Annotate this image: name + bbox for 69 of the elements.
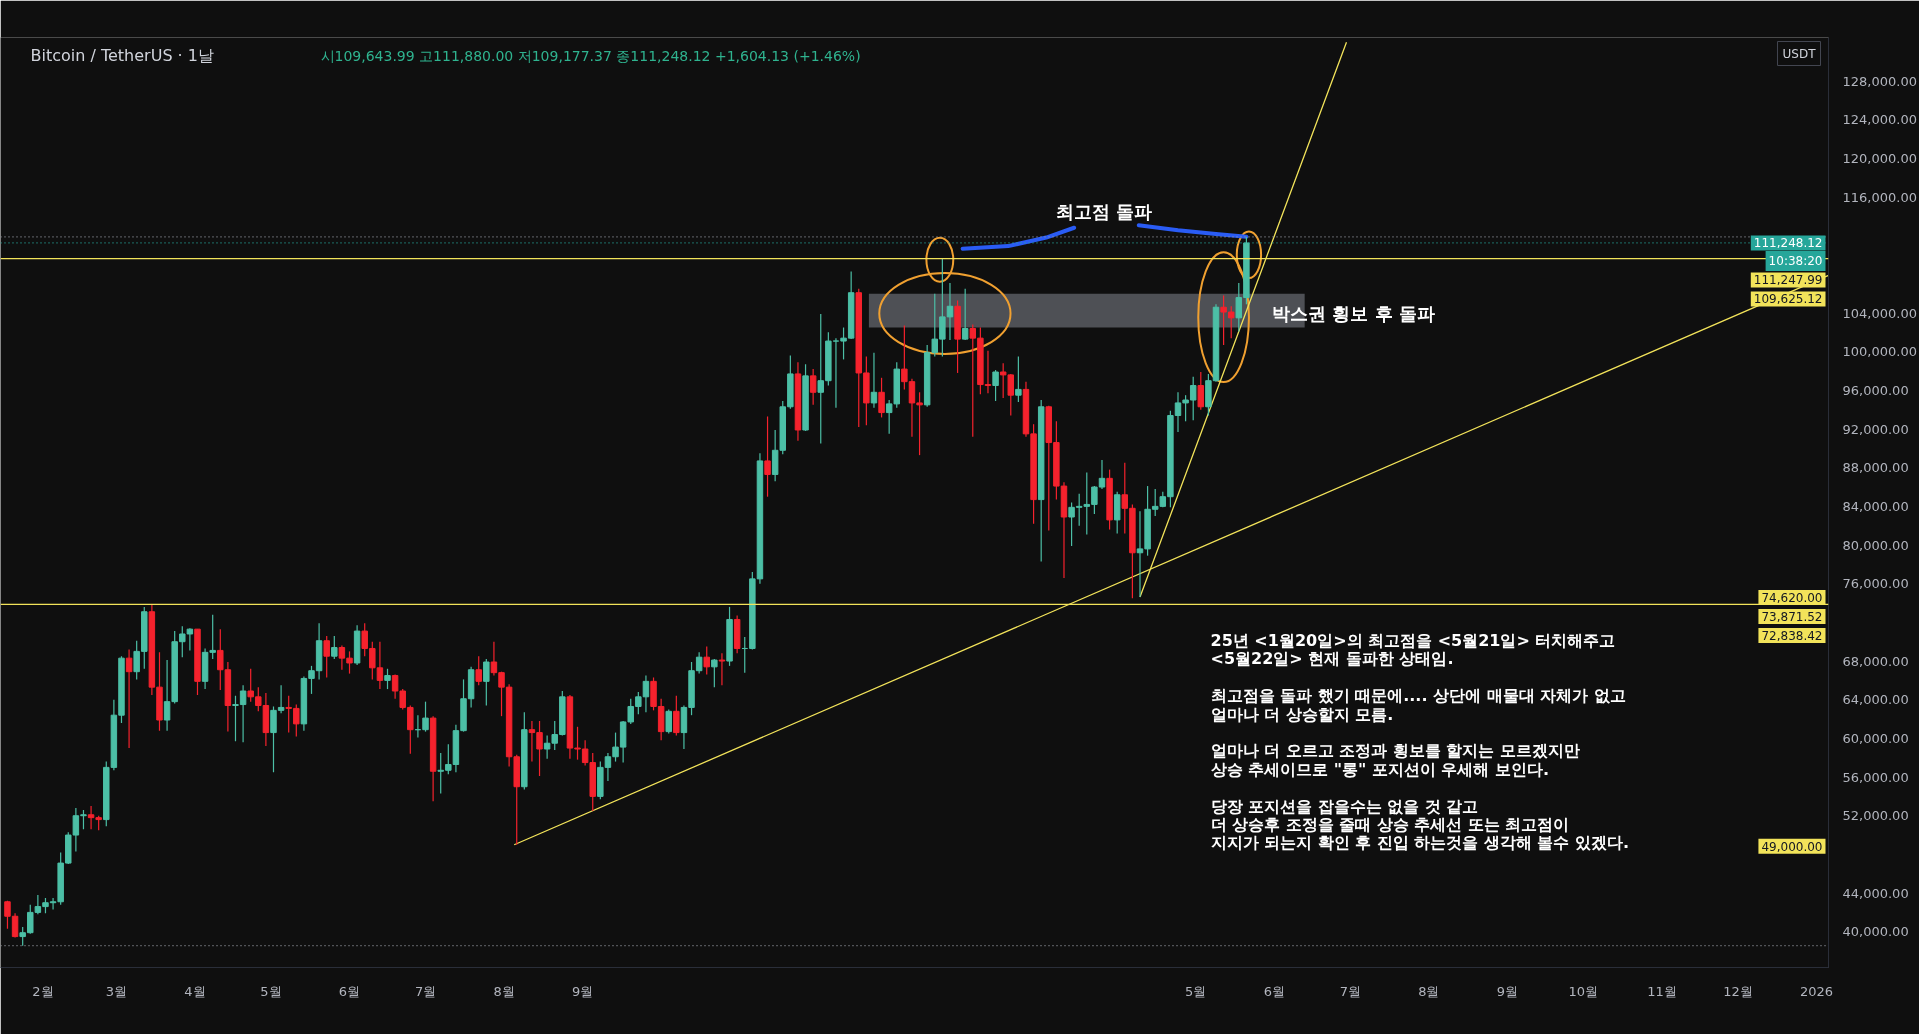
y-tick-label: 68,000.00	[1842, 653, 1909, 669]
annotation: 74,620.00	[1761, 591, 1823, 605]
y-tick-label: 60,000.00	[1842, 730, 1909, 746]
y-tick-label: 44,000.00	[1842, 885, 1909, 901]
candlestick	[809, 368, 817, 406]
x-tick-label: 9월	[571, 983, 594, 999]
y-tick-label: 128,000.00	[1842, 73, 1917, 89]
candlestick	[384, 668, 391, 690]
annotation: 72,838.42	[1761, 629, 1823, 643]
ref-line-label: 111,248.12 10:38:20	[1753, 236, 1823, 268]
ref-line-label: 109,625.12	[1753, 292, 1823, 307]
x-tick-label: 6월	[338, 983, 361, 999]
candlestick	[642, 674, 650, 713]
candlestick	[1197, 371, 1205, 411]
x-tick-label: 6월	[1263, 983, 1285, 999]
y-tick-label: 52,000.00	[1842, 808, 1909, 824]
candlestick	[703, 645, 710, 676]
y-tick-label: 84,000.00	[1842, 498, 1909, 514]
y-tick-label: 92,000.00	[1842, 421, 1909, 437]
ref-line-label: 73,871.52	[1761, 610, 1823, 624]
x-tick-label: 5월	[260, 983, 282, 999]
candlestick	[1015, 355, 1022, 403]
candlestick	[475, 655, 482, 686]
candlestick	[992, 369, 999, 402]
candlestick	[331, 635, 338, 660]
candlestick	[870, 352, 878, 409]
candlestick	[483, 658, 490, 707]
candlestick	[323, 635, 330, 679]
x-tick-label: 4월	[184, 983, 206, 999]
x-tick-label: 9월	[1496, 983, 1519, 999]
candlestick	[718, 652, 726, 686]
candlestick	[125, 648, 133, 749]
x-tick-label: 10월	[1568, 983, 1599, 999]
annotation: 49,000.00	[1761, 839, 1823, 854]
y-tick-label: 64,000.00	[1842, 692, 1909, 708]
candlestick	[878, 377, 885, 419]
y-tick-label: 100,000.00	[1842, 344, 1917, 360]
x-tick-label: 7월	[1339, 983, 1361, 999]
y-tick-label: 96,000.00	[1842, 382, 1909, 398]
y-tick-label: 80,000.00	[1842, 537, 1909, 553]
annotation: 최고점 돌파	[1055, 200, 1152, 222]
y-tick-label: 120,000.00	[1842, 150, 1917, 166]
y-axis-title: USDT	[1782, 46, 1817, 61]
annotation: 111,247.99	[1753, 273, 1823, 288]
y-tick-label: 40,000.00	[1842, 924, 1909, 940]
x-tick-label: 12월	[1723, 983, 1753, 999]
y-tick-label: 104,000.00	[1842, 305, 1917, 321]
candlestick	[961, 288, 969, 341]
candlestick	[711, 658, 718, 688]
text: Bitcoin / TetherUS · 1날	[30, 46, 214, 65]
x-tick-label: 3월	[105, 983, 128, 999]
annotation: 박스권 횡보 후 돌파	[1272, 303, 1435, 325]
y-tick-label: 56,000.00	[1842, 769, 1909, 785]
x-tick-label: 5월	[1185, 983, 1207, 999]
candlestick	[665, 708, 672, 735]
x-tick-label: 11월	[1647, 983, 1677, 999]
y-tick-label: 88,000.00	[1842, 460, 1909, 476]
x-tick-label: 2026	[1799, 983, 1834, 999]
text: 시109,643.99 고111,880.00 저109,177.37 종111,248.12 +1,604.13 (+1.46%)	[320, 47, 861, 64]
x-tick-label: 2월	[32, 983, 54, 999]
y-tick-label: 116,000.00	[1842, 189, 1917, 205]
candlestick	[764, 415, 771, 498]
text: 25년 <1월20일>의 최고점을 <5월21일> 터치해주고 <5월22일> 현재 돌파한 상태임. 최고점을 돌파 했기 때문에.... 상단에 매물대 자체가 없고 얼마나 더 상승할지 모름. 얼마나 더 오르고 조정과 횡보를 할지는 모르겠지만 상승 추세이므로 "롱" 포지션이 우세해 보인다. 당장 포지션을 잡을수는 없을 것 같고 더 상승후 조정을 줄때 상승 추세선 또는 최고점이 지지가 되는지 확인 후 진입 하는것을 생각해 볼수 있겠다.	[1210, 631, 1630, 853]
x-tick-label: 8월	[493, 983, 515, 999]
x-tick-label: 8월	[1418, 983, 1440, 999]
candlestick	[673, 695, 680, 737]
y-tick-label: 124,000.00	[1842, 112, 1917, 128]
y-tick-label: 76,000.00	[1842, 576, 1909, 592]
x-tick-label: 7월	[414, 983, 437, 999]
